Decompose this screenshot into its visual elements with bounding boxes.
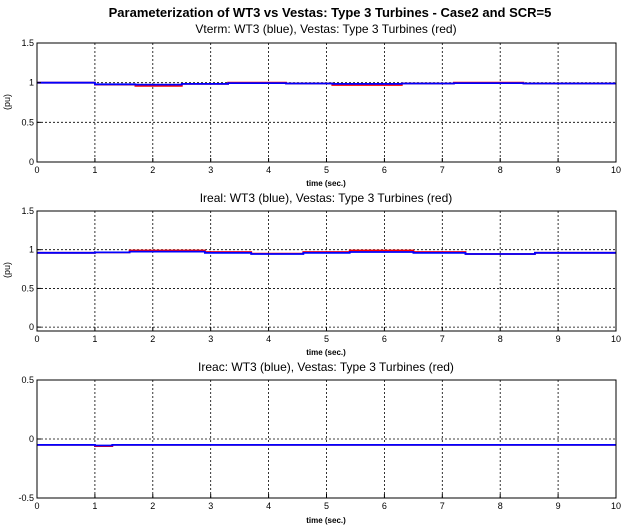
y-axis-label-vterm: (pu) (2, 94, 12, 110)
x-tick-label-ireal: 6 (382, 334, 387, 344)
x-tick-label-ireal: 0 (34, 334, 39, 344)
x-tick-label-vterm: 8 (498, 165, 503, 175)
x-tick-label-ireal: 2 (150, 334, 155, 344)
y-tick-label-ireac: 0 (29, 434, 34, 444)
x-tick-label-ireal: 10 (611, 334, 621, 344)
panel-title-ireal: Ireal: WT3 (blue), Vestas: Type 3 Turbin… (200, 191, 453, 205)
panel-vterm: Vterm: WT3 (blue), Vestas: Type 3 Turbin… (2, 22, 621, 188)
y-tick-label-vterm: 1 (29, 78, 34, 88)
x-axis-label-ireac: time (sec.) (306, 516, 346, 525)
x-tick-label-ireac: 7 (440, 501, 445, 511)
x-tick-label-vterm: 4 (266, 165, 271, 175)
panel-title-ireac: Ireac: WT3 (blue), Vestas: Type 3 Turbin… (198, 360, 454, 374)
x-tick-label-ireac: 2 (150, 501, 155, 511)
x-tick-label-vterm: 5 (324, 165, 329, 175)
x-tick-label-ireal: 1 (92, 334, 97, 344)
x-axis-label-vterm: time (sec.) (306, 179, 346, 188)
x-tick-label-vterm: 0 (34, 165, 39, 175)
x-tick-label-ireal: 4 (266, 334, 271, 344)
panel-ireac: Ireac: WT3 (blue), Vestas: Type 3 Turbin… (18, 360, 621, 525)
x-axis-label-ireal: time (sec.) (306, 348, 346, 357)
panel-ireal: Ireal: WT3 (blue), Vestas: Type 3 Turbin… (2, 191, 621, 357)
x-tick-label-ireac: 1 (92, 501, 97, 511)
series-line-blue-ireal (37, 250, 616, 255)
x-tick-label-vterm: 9 (556, 165, 561, 175)
y-tick-label-ireal: 0.5 (21, 283, 34, 293)
y-tick-label-ireac: -0.5 (18, 493, 34, 503)
x-tick-label-ireal: 8 (498, 334, 503, 344)
y-tick-label-vterm: 0 (29, 157, 34, 167)
x-tick-label-ireal: 3 (208, 334, 213, 344)
y-tick-label-vterm: 1.5 (21, 38, 34, 48)
x-tick-label-vterm: 6 (382, 165, 387, 175)
x-tick-label-vterm: 10 (611, 165, 621, 175)
panel-title-vterm: Vterm: WT3 (blue), Vestas: Type 3 Turbin… (195, 22, 456, 36)
y-tick-label-vterm: 0.5 (21, 117, 34, 127)
series-line-blue-vterm (37, 81, 616, 86)
x-tick-label-ireal: 9 (556, 334, 561, 344)
x-tick-label-ireac: 8 (498, 501, 503, 511)
y-tick-label-ireal: 1 (29, 245, 34, 255)
x-tick-label-vterm: 3 (208, 165, 213, 175)
series-line-blue-ireac (37, 443, 616, 447)
x-tick-label-ireac: 10 (611, 501, 621, 511)
x-tick-label-ireac: 9 (556, 501, 561, 511)
figure-title: Parameterization of WT3 vs Vestas: Type … (109, 5, 552, 20)
x-tick-label-vterm: 2 (150, 165, 155, 175)
x-tick-label-ireal: 5 (324, 334, 329, 344)
x-tick-label-ireal: 7 (440, 334, 445, 344)
y-tick-label-ireal: 1.5 (21, 206, 34, 216)
x-tick-label-ireac: 5 (324, 501, 329, 511)
x-tick-label-ireac: 6 (382, 501, 387, 511)
y-tick-label-ireac: 0.5 (21, 375, 34, 385)
y-axis-label-ireal: (pu) (2, 262, 12, 278)
x-tick-label-ireac: 4 (266, 501, 271, 511)
x-tick-label-vterm: 7 (440, 165, 445, 175)
x-tick-label-ireac: 0 (34, 501, 39, 511)
x-tick-label-ireac: 3 (208, 501, 213, 511)
x-tick-label-vterm: 1 (92, 165, 97, 175)
y-tick-label-ireal: 0 (29, 322, 34, 332)
